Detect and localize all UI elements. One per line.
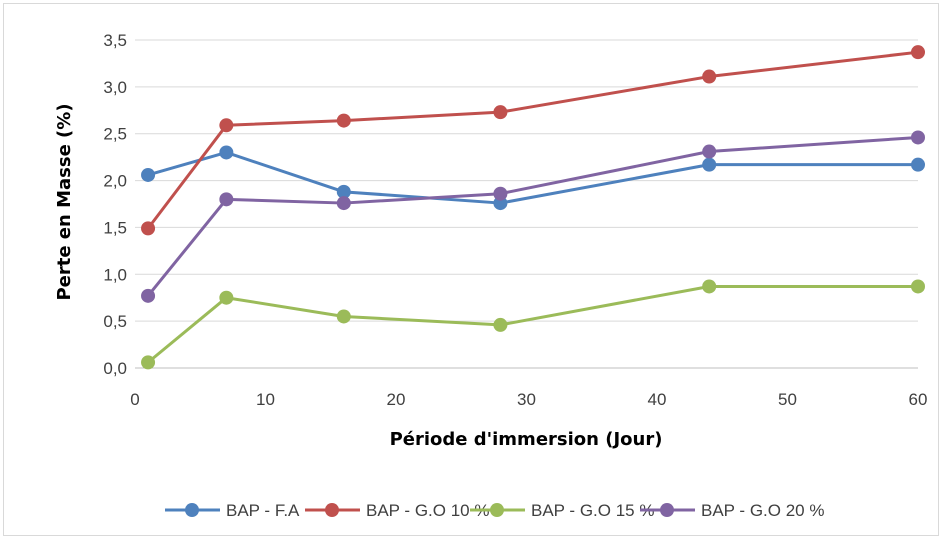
series-4 [141, 130, 925, 303]
y-tick-label: 1,5 [103, 218, 127, 237]
data-point [911, 157, 925, 172]
y-tick-label: 1,0 [103, 265, 127, 284]
series-3 [141, 279, 925, 370]
legend-item: BAP - G.O 15 % [470, 501, 654, 520]
x-tick-label: 30 [517, 390, 536, 409]
data-point [336, 184, 351, 199]
legend-marker [660, 503, 674, 517]
series-line [147, 150, 918, 205]
data-point [141, 167, 156, 182]
legend-label: BAP - F.A [226, 501, 300, 520]
legend-marker [185, 503, 199, 517]
legend: BAP - F.A BAP - G.O 10 % BAP - G.O 15 % BAP… [165, 501, 824, 520]
data-point [141, 288, 156, 303]
series-2 [141, 45, 925, 236]
legend-label: BAP - G.O 10 % [366, 501, 489, 520]
x-tick-label: 10 [256, 390, 275, 409]
y-tick-label: 2,5 [103, 125, 127, 144]
data-point [702, 157, 717, 172]
x-tick-label: 50 [778, 390, 797, 409]
data-point [911, 130, 925, 145]
legend-marker [325, 503, 339, 517]
data-point [493, 105, 508, 120]
x-tick-label: 0 [130, 390, 139, 409]
y-tick-label: 3,0 [103, 78, 127, 97]
data-point [141, 221, 156, 236]
data-point [493, 186, 508, 201]
chart-area [3, 3, 939, 536]
data-point [336, 196, 351, 211]
x-tick-label: 20 [387, 390, 406, 409]
y-tick-label: 2,0 [103, 172, 127, 191]
data-point [911, 45, 925, 60]
data-point [219, 145, 234, 160]
x-tick-label: 40 [648, 390, 667, 409]
series-line [147, 284, 918, 364]
data-point [493, 317, 508, 332]
data-point [336, 113, 351, 128]
data-point [141, 355, 156, 370]
grid-lines [135, 39, 918, 322]
y-axis-title: Perte en Masse (%) [54, 103, 75, 300]
x-tick-label: 60 [909, 390, 928, 409]
legend-item: BAP - G.O 10 % [305, 501, 489, 520]
legend-label: BAP - G.O 20 % [701, 501, 824, 520]
data-point [911, 279, 925, 294]
series-line [146, 50, 919, 230]
x-axis-title: Période d'immersion (Jour) [390, 429, 663, 450]
data-point [336, 309, 351, 324]
data-point [702, 69, 717, 84]
series-line [146, 135, 919, 297]
legend-label: BAP - G.O 15 % [531, 501, 654, 520]
data-point [702, 144, 717, 159]
y-tick-label: 0,0 [103, 359, 127, 378]
legend-marker [490, 503, 504, 517]
x-tick-labels: 0 10 20 30 40 50 60 [130, 390, 927, 409]
legend-item: BAP - G.O 20 % [640, 501, 824, 520]
y-tick-label: 3,5 [103, 31, 127, 50]
y-tick-label: 0,5 [103, 312, 127, 331]
legend-item: BAP - F.A [165, 501, 300, 520]
y-tick-labels: 0,0 0,5 1,0 1,5 2,0 2,5 3,0 3,5 [103, 31, 127, 378]
data-point [219, 192, 234, 207]
series-group [141, 45, 925, 370]
data-point [219, 290, 234, 305]
data-point [219, 118, 234, 133]
data-point [702, 279, 717, 294]
